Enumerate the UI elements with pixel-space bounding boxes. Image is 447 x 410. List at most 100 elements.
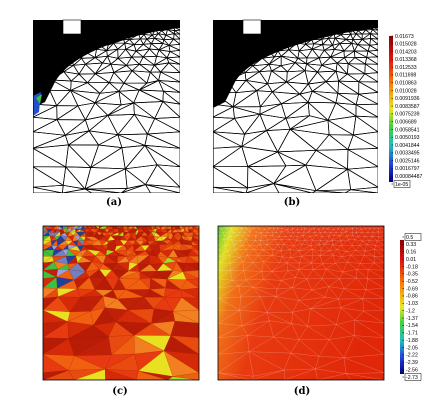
mesh-triangle — [283, 244, 294, 250]
panel-d — [217, 225, 385, 381]
mesh-triangle — [308, 231, 316, 237]
colorbar-label: 0.010863 — [395, 81, 417, 87]
mesh-triangle — [304, 236, 313, 241]
mesh-triangle — [56, 105, 86, 121]
mesh-triangle — [298, 262, 314, 270]
mesh-triangle — [374, 256, 384, 264]
mesh-triangle — [260, 235, 268, 241]
mesh-triangle — [260, 239, 268, 246]
mesh-triangle — [218, 372, 254, 380]
mesh-triangle — [128, 232, 136, 236]
mesh-triangle — [218, 245, 228, 252]
mesh-triangle — [297, 229, 305, 233]
mesh-triangle — [356, 228, 362, 233]
mesh-triangle — [192, 232, 199, 237]
mesh-triangle — [231, 235, 241, 242]
mesh-triangle — [134, 226, 140, 230]
mesh-triangle — [139, 63, 155, 73]
mesh-triangle — [296, 235, 304, 241]
mesh-triangle — [296, 226, 302, 230]
mesh-triangle — [218, 325, 248, 338]
mesh-triangle — [375, 240, 384, 246]
mesh-triangle — [310, 298, 341, 309]
mesh-triangle — [218, 323, 243, 338]
mesh-triangle — [323, 226, 328, 230]
mesh-triangle — [354, 50, 369, 58]
mesh-triangle — [232, 106, 261, 115]
mesh-triangle — [265, 235, 273, 241]
mesh-triangle — [246, 245, 255, 250]
mesh-triangle — [340, 307, 364, 321]
mesh-triangle — [257, 249, 273, 256]
mesh-triangle — [261, 261, 273, 272]
mesh-triangle — [99, 263, 112, 271]
mesh-triangle — [373, 226, 379, 229]
mesh-triangle — [283, 352, 316, 371]
mesh-triangle — [241, 320, 270, 336]
mesh-triangle — [378, 231, 384, 237]
mesh-triangle — [183, 228, 189, 233]
mesh-triangle — [91, 255, 104, 265]
mesh-triangle — [152, 228, 158, 233]
mesh-triangle — [368, 226, 373, 229]
mesh-triangle — [345, 231, 353, 237]
mesh-triangle — [271, 262, 289, 272]
mesh-triangle — [336, 226, 341, 229]
mesh-triangle — [306, 278, 323, 291]
mesh-triangle — [117, 42, 127, 50]
mesh-triangle — [168, 43, 180, 51]
mesh-triangle — [346, 226, 353, 230]
mesh-triangle — [361, 38, 371, 46]
mesh-triangle — [360, 255, 375, 264]
mesh-triangle — [116, 262, 130, 272]
mesh-triangle — [181, 244, 193, 250]
mesh-triangle — [339, 231, 346, 237]
mesh-triangle — [372, 29, 378, 35]
mesh-triangle — [53, 229, 59, 233]
mesh-triangle — [169, 49, 180, 58]
mesh-triangle — [99, 269, 112, 278]
mesh-triangle — [155, 232, 163, 237]
mesh-triangle — [57, 288, 78, 297]
mesh-triangle — [307, 324, 337, 340]
mesh-triangle — [328, 134, 354, 150]
mesh-triangle — [356, 226, 361, 230]
mesh-triangle — [272, 244, 282, 251]
mesh-triangle — [227, 249, 236, 256]
mesh-triangle — [229, 231, 234, 237]
mesh-triangle — [366, 56, 378, 65]
mesh-triangle — [292, 287, 312, 301]
mesh-triangle — [268, 63, 282, 72]
mesh-triangle — [107, 114, 135, 136]
mesh-triangle — [231, 239, 241, 245]
mesh-triangle — [172, 261, 184, 272]
panel-b — [213, 19, 378, 193]
mesh-triangle — [237, 226, 242, 229]
mesh-triangle — [156, 263, 174, 272]
mesh-triangle — [221, 228, 227, 234]
mesh-triangle — [378, 226, 384, 230]
mesh-triangle — [67, 235, 75, 242]
mesh-triangle — [303, 228, 309, 233]
mesh-triangle — [281, 249, 291, 257]
mesh-triangle — [290, 339, 320, 357]
mesh-triangle — [324, 226, 329, 230]
colorbar-end-box — [404, 233, 422, 241]
mesh-triangle — [87, 73, 110, 84]
mesh-triangle — [275, 287, 299, 301]
mesh-triangle — [223, 239, 232, 246]
mesh-triangle — [303, 231, 311, 237]
mesh-triangle — [315, 168, 352, 192]
mesh-triangle — [249, 228, 255, 233]
mesh-triangle — [192, 244, 199, 251]
colorbar-label: 0.010028 — [395, 88, 417, 94]
mesh-triangle — [300, 226, 305, 230]
mesh-triangle — [271, 262, 287, 272]
mesh-triangle — [43, 240, 52, 246]
mesh-triangle — [275, 296, 299, 313]
mesh-triangle — [133, 89, 164, 104]
notch — [242, 19, 262, 35]
mesh-triangle — [304, 226, 310, 229]
mesh-triangle — [244, 228, 250, 234]
mesh-triangle — [253, 228, 260, 233]
